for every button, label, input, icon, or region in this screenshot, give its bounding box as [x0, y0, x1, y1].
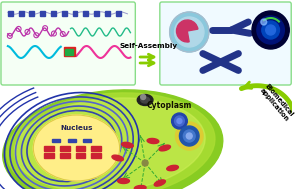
Circle shape: [175, 17, 204, 47]
Bar: [91, 153, 101, 158]
Bar: [91, 146, 101, 151]
Bar: [75, 153, 85, 158]
Ellipse shape: [141, 97, 150, 103]
FancyBboxPatch shape: [160, 2, 291, 85]
Circle shape: [257, 16, 284, 44]
Bar: [65, 49, 73, 54]
Ellipse shape: [134, 185, 146, 189]
Bar: [64, 47, 74, 56]
Ellipse shape: [147, 139, 159, 143]
Bar: [83, 139, 91, 142]
Circle shape: [177, 119, 182, 123]
Text: Self-Assembly: Self-Assembly: [120, 43, 178, 49]
FancyBboxPatch shape: [1, 2, 135, 85]
Ellipse shape: [118, 178, 129, 184]
Ellipse shape: [122, 142, 133, 148]
Bar: [44, 153, 54, 158]
Ellipse shape: [15, 98, 205, 189]
Ellipse shape: [137, 94, 153, 105]
Circle shape: [183, 130, 195, 142]
Bar: [40, 11, 45, 15]
Circle shape: [176, 122, 203, 150]
Bar: [44, 146, 54, 151]
Circle shape: [252, 11, 289, 49]
Bar: [94, 11, 99, 15]
Bar: [60, 153, 70, 158]
Circle shape: [141, 94, 146, 99]
Bar: [83, 11, 88, 15]
Circle shape: [170, 12, 209, 52]
Ellipse shape: [3, 90, 223, 189]
Circle shape: [266, 25, 276, 35]
Circle shape: [261, 19, 267, 25]
Bar: [19, 11, 24, 15]
Ellipse shape: [33, 115, 119, 181]
Bar: [8, 11, 13, 15]
Circle shape: [175, 116, 184, 126]
Circle shape: [179, 126, 199, 146]
Circle shape: [186, 133, 192, 139]
Ellipse shape: [167, 165, 179, 171]
Bar: [52, 139, 60, 142]
Ellipse shape: [154, 180, 165, 186]
Bar: [30, 11, 34, 15]
Ellipse shape: [7, 93, 215, 189]
Text: Cytoplasm: Cytoplasm: [147, 101, 192, 110]
Bar: [72, 11, 77, 15]
Bar: [60, 146, 70, 151]
Ellipse shape: [159, 145, 170, 151]
Bar: [62, 11, 67, 15]
Text: Nucleus: Nucleus: [60, 125, 93, 131]
Bar: [116, 11, 121, 15]
Ellipse shape: [112, 155, 123, 161]
Circle shape: [142, 160, 148, 166]
Text: Biomedical
application: Biomedical application: [258, 83, 295, 123]
Wedge shape: [176, 20, 198, 42]
Circle shape: [172, 113, 187, 129]
Bar: [75, 146, 85, 151]
Bar: [105, 11, 110, 15]
Bar: [68, 139, 75, 142]
Bar: [51, 11, 56, 15]
Circle shape: [262, 21, 280, 39]
